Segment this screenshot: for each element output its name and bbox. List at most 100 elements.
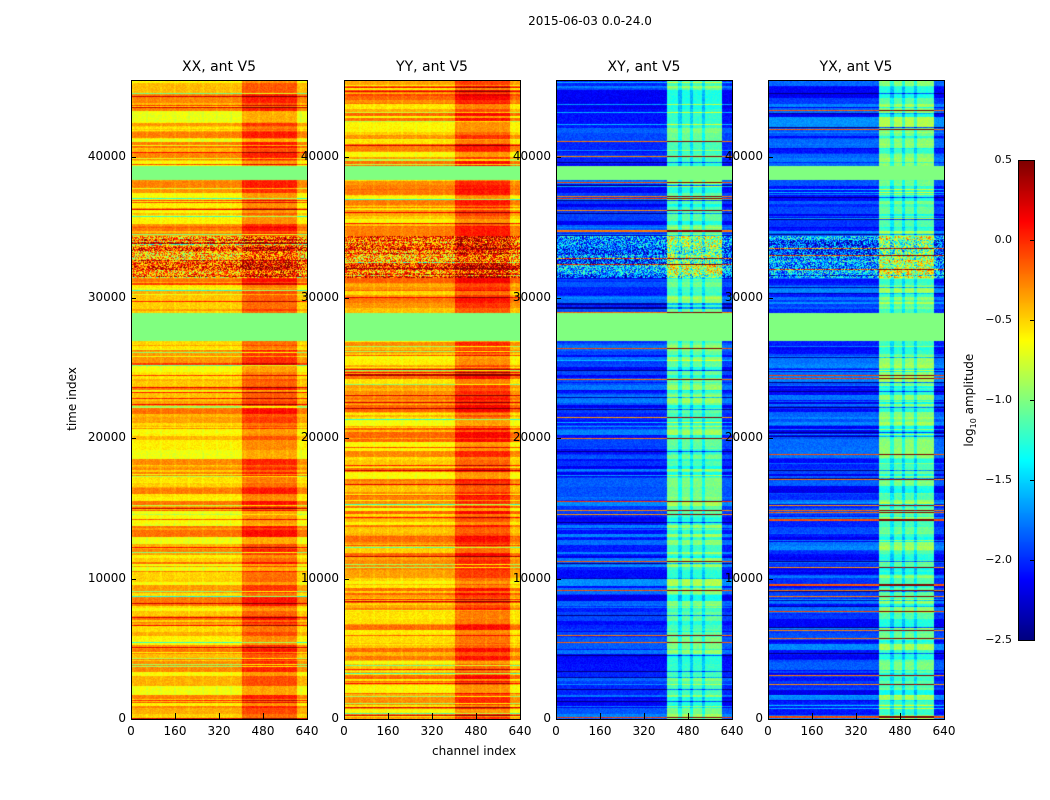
colorbar-tick-label: −1.5: [985, 473, 1012, 486]
y-tick-label: 0: [118, 711, 126, 725]
y-tick-mark: [344, 438, 349, 440]
x-tick-label: 0: [127, 724, 135, 738]
x-tick-label: 320: [207, 724, 231, 738]
x-tick-label: 640: [508, 724, 532, 738]
x-tick-label: 160: [588, 724, 612, 738]
colorbar-tick-mark: [1030, 320, 1035, 321]
y-tick-label: 20000: [87, 430, 126, 445]
x-tick-mark: [175, 713, 176, 719]
heatmap-image-1: [345, 81, 520, 719]
colorbar-tick-mark: [1030, 240, 1035, 241]
y-tick-mark: [344, 157, 349, 159]
x-tick-label: 0: [552, 724, 560, 738]
colorbar-tick-mark: [1030, 640, 1035, 641]
x-tick-label: 640: [295, 724, 319, 738]
colorbar-tick-mark: [1030, 560, 1035, 561]
x-tick-mark: [432, 713, 433, 719]
x-tick-label: 0: [764, 724, 772, 738]
colorbar-tick-label: 0.5: [994, 153, 1013, 166]
x-tick-label: 640: [720, 724, 744, 738]
x-tick-mark: [732, 713, 733, 719]
colorbar-tick-label: −1.0: [985, 393, 1012, 406]
x-tick-label: 480: [464, 724, 488, 738]
y-tick-mark: [768, 157, 773, 159]
y-tick-mark: [131, 438, 136, 440]
heatmap-panel-3: [768, 80, 945, 720]
x-tick-label: 320: [420, 724, 444, 738]
x-tick-mark: [344, 713, 345, 719]
colorbar-tick-label: −2.0: [985, 553, 1012, 566]
x-tick-label: 0: [340, 724, 348, 738]
x-tick-mark: [900, 713, 901, 719]
y-tick-mark: [768, 578, 773, 580]
heatmap-image-0: [132, 81, 307, 719]
y-tick-mark: [344, 719, 349, 720]
y-tick-mark: [344, 578, 349, 580]
colorbar-tick-mark: [1030, 400, 1035, 401]
heatmap-panel-0: [131, 80, 308, 720]
figure-title: 2015-06-03 0.0-24.0: [528, 14, 652, 28]
x-tick-mark: [131, 713, 132, 719]
panel-title-1: YY, ant V5: [396, 59, 468, 75]
y-tick-mark: [131, 297, 136, 299]
colorbar-label-text: amplitude: [961, 353, 976, 419]
x-tick-label: 320: [632, 724, 656, 738]
x-tick-label: 480: [888, 724, 912, 738]
colorbar-tick-mark: [1030, 160, 1035, 161]
y-tick-mark: [556, 438, 561, 440]
y-tick-label: 40000: [300, 149, 339, 164]
panel-title-3: YX, ant V5: [819, 59, 893, 75]
colorbar-tick-label: 0.0: [994, 233, 1013, 246]
colorbar-tick-label: −0.5: [985, 313, 1012, 326]
y-tick-label: 0: [331, 711, 339, 725]
x-axis-label: channel index: [432, 744, 517, 758]
y-tick-mark: [131, 157, 136, 159]
panel-title-2: XY, ant V5: [607, 59, 681, 75]
colorbar-label-log: log: [961, 428, 976, 447]
panel-title-0: XX, ant V5: [182, 59, 256, 75]
heatmap-image-2: [557, 81, 732, 719]
x-tick-label: 160: [376, 724, 400, 738]
y-tick-label: 30000: [512, 289, 551, 304]
y-tick-label: 10000: [300, 570, 339, 585]
y-tick-label: 0: [755, 711, 763, 725]
heatmap-panel-2: [556, 80, 733, 720]
x-tick-mark: [556, 713, 557, 719]
y-tick-label: 20000: [512, 430, 551, 445]
x-tick-label: 160: [163, 724, 187, 738]
x-tick-mark: [856, 713, 857, 719]
y-tick-mark: [556, 719, 561, 720]
x-tick-label: 320: [844, 724, 868, 738]
y-tick-label: 0: [543, 711, 551, 725]
x-tick-mark: [944, 713, 945, 719]
y-tick-label: 10000: [724, 570, 763, 585]
y-tick-label: 30000: [87, 289, 126, 304]
y-tick-mark: [768, 438, 773, 440]
y-tick-label: 20000: [300, 430, 339, 445]
y-tick-label: 40000: [512, 149, 551, 164]
x-tick-mark: [476, 713, 477, 719]
y-tick-mark: [344, 297, 349, 299]
colorbar-tick-mark: [1030, 480, 1035, 481]
x-tick-mark: [600, 713, 601, 719]
y-tick-mark: [131, 719, 136, 720]
y-tick-mark: [556, 578, 561, 580]
y-tick-label: 30000: [724, 289, 763, 304]
y-axis-label: time index: [65, 367, 79, 431]
y-tick-label: 10000: [87, 570, 126, 585]
y-tick-mark: [768, 719, 773, 720]
colorbar-label-sub: 10: [969, 418, 979, 429]
y-tick-mark: [556, 297, 561, 299]
colorbar-tick-label: −2.5: [985, 633, 1012, 646]
y-tick-label: 40000: [87, 149, 126, 164]
y-tick-mark: [556, 157, 561, 159]
x-tick-label: 160: [800, 724, 824, 738]
x-tick-mark: [307, 713, 308, 719]
y-tick-label: 20000: [724, 430, 763, 445]
x-tick-label: 480: [676, 724, 700, 738]
x-tick-mark: [812, 713, 813, 719]
x-tick-label: 480: [251, 724, 275, 738]
x-tick-mark: [219, 713, 220, 719]
x-tick-mark: [520, 713, 521, 719]
